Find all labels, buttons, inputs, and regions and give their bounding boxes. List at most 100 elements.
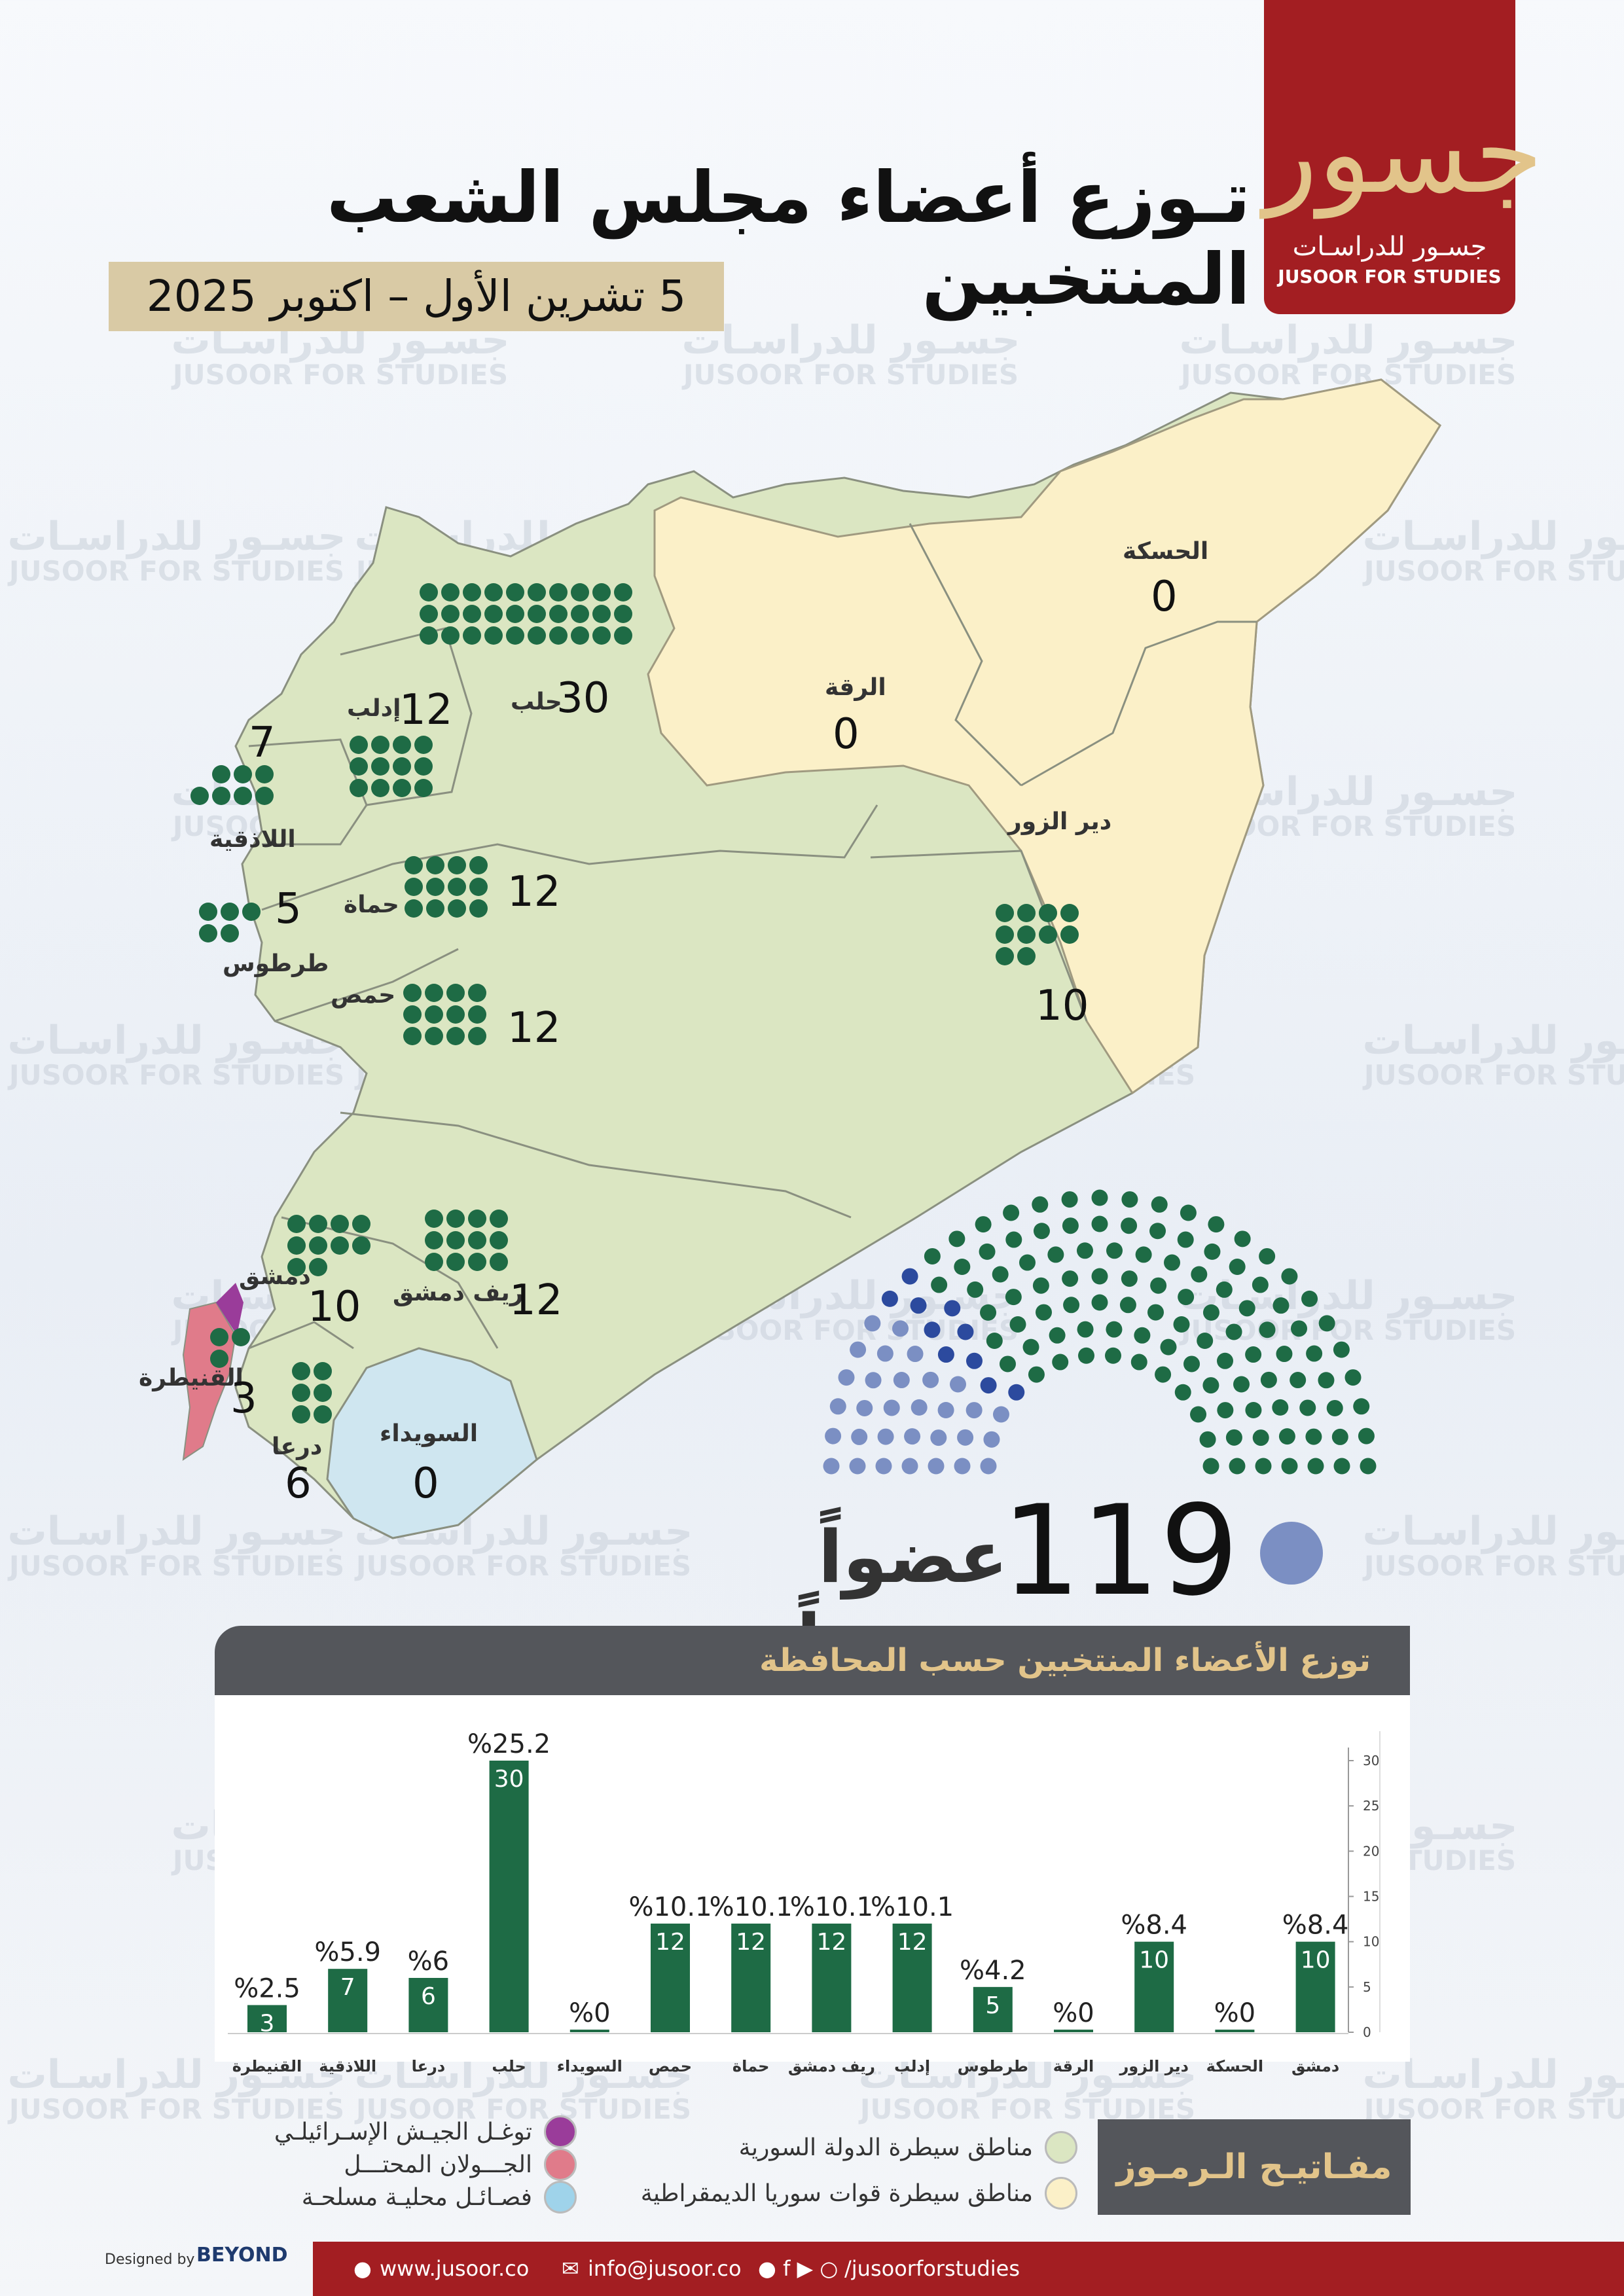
legend-label-local: فصـائـل محليـة مسلحـة — [301, 2183, 532, 2211]
social-handle[interactable]: /jusoorforstudies — [844, 2256, 1020, 2281]
hemicycle-seat — [1307, 1458, 1324, 1475]
hemicycle-seat — [849, 1458, 866, 1475]
member-dot-quneitra — [232, 1328, 250, 1346]
hemicycle-seat — [979, 1243, 996, 1260]
designer-logo: BEYOND — [196, 2244, 288, 2267]
y-tick-label: 20 — [1363, 1843, 1379, 1859]
hemicycle-seat — [1276, 1346, 1293, 1363]
hemicycle-seat — [1008, 1384, 1025, 1401]
hemicycle-seat — [1259, 1321, 1276, 1338]
bar-value-label: 12 — [655, 1929, 685, 1956]
hemicycle-seat — [1191, 1266, 1208, 1283]
hemicycle-seat — [1290, 1372, 1307, 1389]
hemicycle-seat — [1062, 1270, 1079, 1287]
sdf-control-area — [647, 378, 1441, 1095]
bar-percent-label: %25.2 — [467, 1729, 550, 1759]
bar-percent-label: %0 — [1053, 1998, 1094, 2028]
hemicycle-seat — [1272, 1297, 1290, 1314]
hemicycle-seat — [1177, 1231, 1194, 1248]
hemicycle-seat — [924, 1321, 941, 1338]
member-dot-hama — [469, 899, 488, 918]
member-dot-aleppo — [420, 605, 438, 623]
hemicycle-seat — [1217, 1352, 1234, 1369]
hemicycle-seat — [1306, 1345, 1323, 1362]
bar-percent-label: %5.9 — [314, 1937, 381, 1967]
bar-value-label: 5 — [985, 1992, 1000, 2019]
bar-value-label: 12 — [816, 1929, 846, 1956]
member-dot-latakia — [255, 765, 274, 783]
legend-item-sdf: مناطق سيطرة قوات سوريا الديمقراطية — [641, 2177, 1077, 2210]
hemicycle-seat — [910, 1297, 927, 1314]
member-dot-deir-ezzor — [1060, 904, 1079, 922]
member-dot-homs — [468, 1027, 486, 1045]
hemicycle-seat — [1278, 1428, 1295, 1445]
count-sweida: 0 — [412, 1460, 439, 1508]
bar — [1054, 2030, 1093, 2032]
member-dot-homs — [403, 1027, 422, 1045]
x-tick-label: دير الزور — [1119, 2057, 1189, 2075]
count-aleppo: 30 — [556, 674, 610, 723]
hemicycle-seat — [1353, 1398, 1370, 1415]
hemicycle-seat — [965, 1402, 983, 1419]
hemicycle-seat — [1134, 1327, 1151, 1344]
hemicycle-seat — [1333, 1458, 1350, 1475]
province-borders — [248, 523, 1257, 1350]
x-tick-label: السويداء — [557, 2057, 623, 2075]
label-idlib: إدلب — [347, 695, 401, 722]
member-dot-aleppo — [484, 583, 503, 601]
hemicycle-seat — [1032, 1277, 1049, 1294]
hemicycle-seat — [1299, 1399, 1316, 1416]
member-dot-homs — [403, 1005, 422, 1024]
hemicycle-seat — [986, 1332, 1003, 1349]
count-damascus: 10 — [308, 1283, 361, 1331]
member-dot-homs — [425, 984, 443, 1002]
legend-swatch-golan — [544, 2148, 577, 2181]
y-tick-label: 10 — [1363, 1934, 1379, 1950]
hemicycle-seat — [1062, 1217, 1079, 1234]
member-dot-latakia — [234, 787, 252, 805]
email-link[interactable]: info@jusoor.co — [588, 2256, 742, 2281]
x-tick-label: ريف دمشق — [788, 2057, 875, 2075]
legend-item-israeli: توغـل الجيـش الإسـرائيلـي — [274, 2115, 577, 2148]
member-dot-deir-ezzor — [996, 947, 1014, 965]
member-dot-hama — [405, 899, 423, 918]
bar-chart: 0 5 10 15 20 25 30 3 %2.5 القنيطرة 7 %5.9 اللاذقية 6%… — [228, 1729, 1380, 2075]
member-dot-aleppo — [592, 583, 611, 601]
hemicycle-seat — [1301, 1290, 1318, 1307]
label-raqqa: الرقة — [825, 674, 886, 701]
hemicycle-seat — [1032, 1196, 1049, 1213]
hemicycle-seat — [992, 1266, 1009, 1283]
hemicycle-seat — [1245, 1401, 1262, 1418]
member-dot-hama — [469, 856, 488, 874]
website-link[interactable]: www.jusoor.co — [380, 2256, 530, 2281]
member-dot-aleppo — [506, 583, 524, 601]
member-dot-aleppo — [506, 605, 524, 623]
member-dot-aleppo — [484, 605, 503, 623]
hemicycle-seat — [1091, 1189, 1108, 1206]
hemicycle-seat — [922, 1371, 939, 1388]
label-homs: حمص — [331, 982, 396, 1009]
label-latakia: اللاذقية — [209, 826, 296, 853]
bar — [408, 1978, 448, 2032]
sweida-area — [326, 1347, 538, 1539]
member-dot-hama — [448, 899, 466, 918]
hemicycle-seat — [1033, 1223, 1050, 1240]
hemicycle-seat — [937, 1401, 954, 1418]
hemicycle-seat — [1272, 1399, 1289, 1416]
hemicycle-seat — [829, 1398, 846, 1415]
member-dot-aleppo — [614, 605, 632, 623]
member-dot-aleppo — [441, 626, 460, 645]
label-daraa: درعا — [272, 1433, 323, 1460]
hemicycle-seat — [1326, 1399, 1343, 1416]
hemicycle-seat — [901, 1268, 918, 1285]
member-dot-hama — [405, 856, 423, 874]
hemicycle-seat — [1005, 1289, 1022, 1306]
bar-percent-label: %10.1 — [628, 1892, 712, 1922]
count-homs: 12 — [507, 1004, 561, 1052]
hemicycle-seat — [856, 1399, 873, 1416]
member-dot-latakia — [234, 765, 252, 783]
member-dot-homs — [446, 1027, 465, 1045]
social-icons: ● f ▶ ○ — [758, 2256, 839, 2281]
member-dot-rif-dimashq — [446, 1253, 465, 1271]
hemicycle-seat — [865, 1372, 882, 1389]
